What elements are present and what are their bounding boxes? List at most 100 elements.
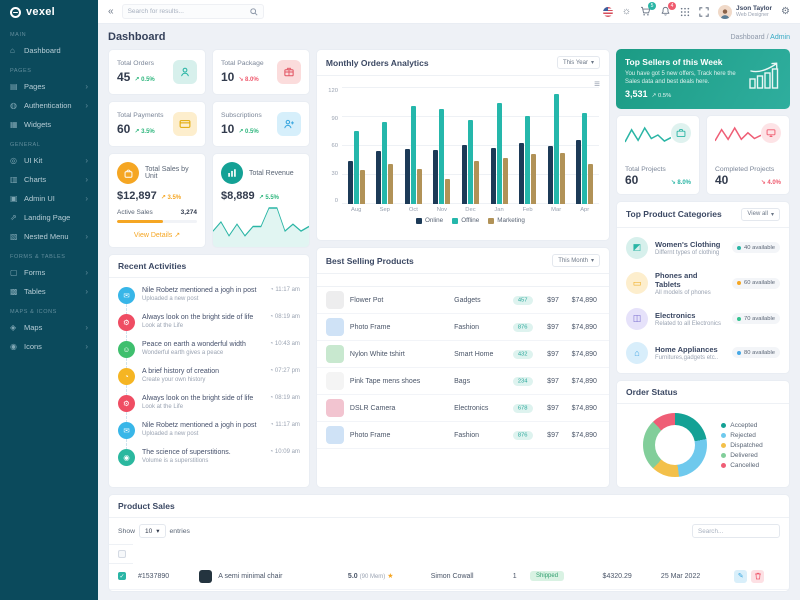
sidebar-item[interactable]: ▧ Nested Menu › [0, 227, 98, 246]
sidebar-item-icon: ▧ [10, 232, 18, 241]
x-tick: Jan [494, 207, 504, 213]
sidebar-item[interactable]: ▢ Forms › [0, 263, 98, 282]
sidebar-item[interactable]: ◎ UI Kit › [0, 151, 98, 170]
y-tick: 90 [331, 115, 338, 122]
cart-icon[interactable]: 5 [640, 2, 657, 17]
sidebar-item-icon: ▦ [10, 120, 18, 129]
category-item[interactable]: ◩ Women's Clothing Differnt types of clo… [626, 231, 780, 265]
activity-item[interactable]: ☺ Peace on earth a wonderful width Wonde… [118, 336, 300, 369]
delete-button[interactable] [751, 569, 765, 583]
settings-gear-icon[interactable]: ⚙ [781, 6, 790, 17]
breadcrumb-separator: / [766, 33, 769, 41]
entries-select[interactable]: 10 ▾ [139, 524, 166, 538]
sidebar-item[interactable]: ▣ Admin UI › [0, 189, 98, 208]
activity-item[interactable]: ⚙ Always look on the bright side of life… [118, 390, 300, 423]
user-menu[interactable]: Json Taylor Web Designer [718, 4, 772, 19]
global-search[interactable] [121, 4, 264, 19]
column-header[interactable] [508, 274, 544, 287]
legend-item: Rejected [721, 432, 763, 439]
activity-icon: ⚙ [118, 395, 135, 412]
legend-item: Online [415, 217, 443, 224]
activity-subtitle: Look at the Life [142, 403, 184, 410]
status-badge: Shipped [530, 571, 565, 581]
table-row[interactable]: #1537890 A semi minimal chair 5.0 (90 Me… [109, 563, 789, 590]
sidebar-collapse-icon[interactable]: « [108, 6, 114, 17]
search-input[interactable] [127, 8, 246, 15]
sidebar-item[interactable]: ⌂ Dashboard [0, 41, 98, 60]
notifications-bell-icon[interactable]: 4 [660, 2, 677, 17]
stat-value: 45 [117, 70, 131, 84]
trend-up-icon: ↗ [238, 129, 244, 135]
completed-sparkline [715, 125, 761, 151]
column-header[interactable] [543, 274, 568, 287]
sidebar-item-label: Maps [24, 323, 43, 332]
table-search-input[interactable] [692, 524, 780, 538]
category-item[interactable]: ◫ Electronics Related to all Electronics… [626, 302, 780, 336]
category-name: Electronics [655, 310, 696, 320]
table-row[interactable]: Photo Frame Fashion 876 $97 $74,890 [316, 313, 609, 341]
external-link-icon: ↗ [174, 232, 181, 239]
sidebar-item-label: UI Kit [24, 156, 43, 165]
ordered-date: 25 Mar 2022 [655, 589, 730, 591]
sold-badge: 876 [512, 431, 533, 440]
sidebar-item-label: Widgets [24, 120, 52, 129]
availability-badge: 40 available [732, 242, 780, 254]
activity-item[interactable]: ✉ Nile Robetz mentioned a jogh in post U… [118, 417, 300, 450]
chart-menu-icon[interactable]: ≡ [594, 79, 600, 90]
language-flag-icon[interactable] [602, 6, 613, 17]
table-row[interactable]: #1539078 Two type of watch sets 3.0 (50 … [109, 589, 789, 591]
sidebar-item[interactable]: ◉ Icons › [0, 337, 98, 356]
category-item[interactable]: ▭ Phones and Tablets All models of phone… [626, 265, 780, 302]
sidebar-item[interactable]: ▥ Charts › [0, 170, 98, 189]
select-all-checkbox[interactable] [118, 550, 126, 558]
activity-item[interactable]: ⚙ Always look on the bright side of life… [118, 309, 300, 342]
column-header[interactable] [567, 274, 609, 287]
sidebar-item[interactable]: ⇗ Landing Page [0, 208, 98, 227]
sidebar-item-label: Authentication [24, 101, 72, 110]
product-earnings: $74,890 [567, 367, 609, 395]
brand[interactable]: vexel [0, 0, 98, 24]
notifications-badge: 4 [668, 2, 677, 10]
column-header[interactable] [316, 274, 451, 287]
table-row[interactable]: Photo Frame Fashion 876 $97 $74,890 [316, 421, 609, 449]
sidebar-item[interactable]: ◈ Maps › [0, 318, 98, 337]
edit-button[interactable]: ✎ [734, 569, 748, 583]
activity-item[interactable]: ◔ A brief history of creation Create you… [118, 363, 300, 396]
card-title: Total Revenue [248, 169, 294, 177]
legend-dot [721, 442, 727, 448]
apps-grid-icon[interactable] [680, 7, 690, 17]
category-description: Differnt types of clothing [655, 249, 720, 256]
trash-icon [754, 572, 761, 580]
view-details-link[interactable]: View Details ↗ [133, 232, 181, 239]
table-row[interactable]: Nylon White tshirt Smart Home 432 $97 $7… [316, 340, 609, 368]
product-category: Fashion [450, 421, 509, 449]
view-all-select[interactable]: View all ▾ [741, 207, 780, 221]
sidebar-item[interactable]: ▦ Widgets [0, 115, 98, 134]
sidebar-item[interactable]: ◍ Authentication › [0, 96, 98, 115]
table-row[interactable]: DSLR Camera Electronics 678 $97 $74,890 [316, 394, 609, 422]
row-checkbox[interactable] [118, 572, 126, 581]
category-item[interactable]: ⌂ Home Appliances Furnitures,gadgets etc… [626, 336, 780, 370]
fullscreen-icon[interactable] [699, 6, 709, 17]
table-row[interactable]: Flower Pot Gadgets 457 $97 $74,890 [316, 286, 609, 314]
column-header[interactable] [450, 274, 509, 287]
trend-down-icon: ↘ [760, 179, 766, 186]
breadcrumb-parent[interactable]: Dashboard [730, 33, 765, 41]
x-tick: Mar [551, 207, 562, 213]
activity-icon: ◉ [118, 449, 135, 466]
chart-period-select[interactable]: This Year ▾ [556, 56, 600, 69]
product-thumbnail [199, 569, 213, 583]
activity-item[interactable]: ✉ Nile Robetz mentioned a jogh in post U… [118, 282, 300, 315]
active-sales-progress [117, 220, 197, 223]
sidebar-item[interactable]: ▩ Tables › [0, 282, 98, 301]
product-category: Electronics [450, 394, 509, 422]
best-selling-period-select[interactable]: This Month ▾ [552, 254, 600, 267]
theme-sun-icon[interactable]: ☼ [621, 6, 632, 17]
donut-legend: Accepted Rejected Dispatched Delivered Cance… [721, 422, 763, 469]
sidebar-item[interactable]: ▤ Pages › [0, 77, 98, 96]
status-dot [737, 350, 742, 355]
best-selling-products-card: Best Selling Products This Month ▾ Flower… [315, 247, 610, 488]
activity-item[interactable]: ◉ The science of superstitions. Volume i… [118, 444, 300, 471]
chevron-right-icon: › [85, 323, 88, 332]
table-row[interactable]: Pink Tape mens shoes Bags 234 $97 $74,89… [316, 367, 609, 395]
